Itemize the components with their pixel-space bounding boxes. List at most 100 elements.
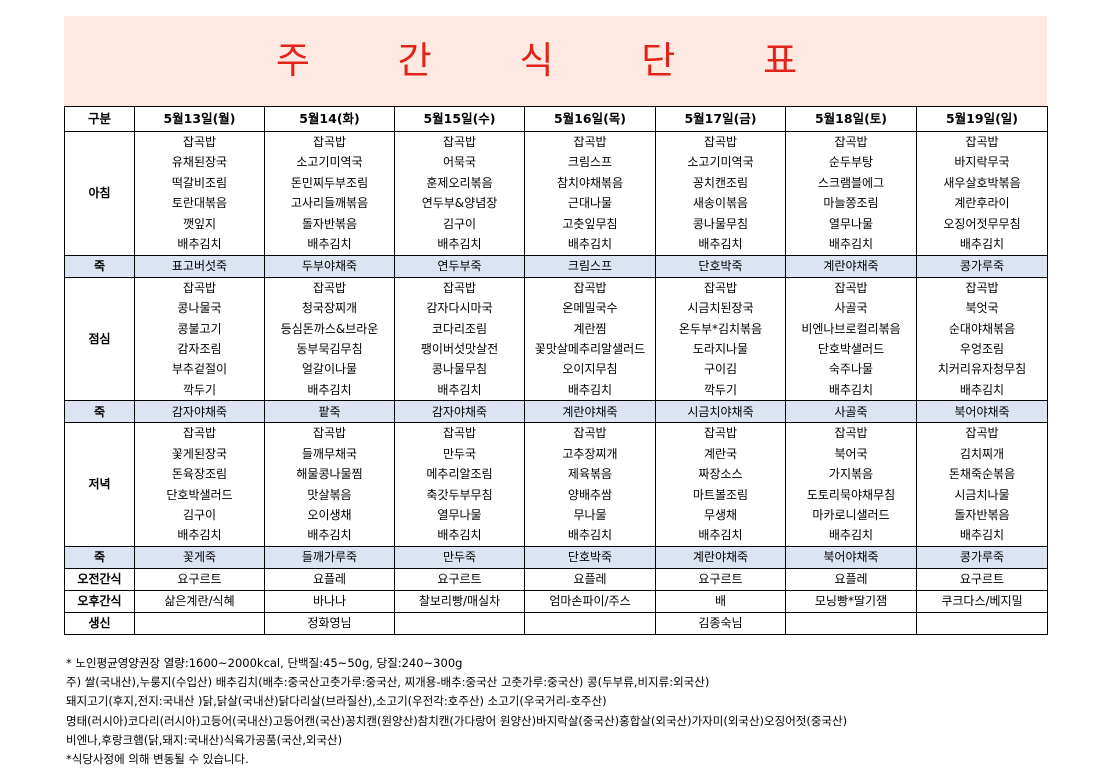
- menu-item: 소고기미역국: [687, 155, 754, 170]
- dinner-cell: 잡곡밥 북어국 가지볶음 도토리묵야채무침 마카로니샐러드 배추김치: [785, 422, 917, 547]
- menu-item: 맛살볶음: [307, 487, 352, 502]
- note-line: * 노인평균영양권장 열량:1600~2000kcal, 단백질:45~50g,…: [66, 656, 463, 670]
- note-line: 비엔나,후랑크햄(닭,돼지:국내산)식육가공품(국산,외국산): [66, 732, 343, 747]
- menu-item: 잡곡밥: [573, 426, 607, 441]
- porridge-cell: 콩가루죽: [916, 254, 1048, 278]
- pm-snack-cell: 삶은계란/식혜: [134, 589, 265, 613]
- pm-snack-label: 오후간식: [64, 589, 135, 613]
- menu-item: 배추김치: [828, 382, 874, 397]
- menu-item: 꽁치캔조림: [692, 175, 749, 190]
- menu-item: 오이지무침: [562, 362, 618, 377]
- menu-item: 구이김: [703, 362, 738, 377]
- menu-item: 참치야채볶음: [556, 175, 624, 190]
- menu-item: 가지볶음: [828, 467, 874, 482]
- lunch-cell: 잡곡밥 온메밀국수 계란찜 꽃맛살메추리알샐러드 오이지무침 배추김치: [524, 276, 656, 402]
- porridge-cell: 계란야채죽: [785, 254, 917, 278]
- am-snack-cell: 요구르트: [655, 567, 786, 591]
- menu-item: 온메밀국수: [562, 301, 618, 316]
- menu-item: 잡곡밥: [834, 135, 868, 149]
- title-banner: 주 간 식 단 표: [64, 16, 1047, 106]
- day-header: 5월18일(토): [785, 106, 917, 132]
- pm-snack-cell: 찰보리빵/매실차: [394, 589, 525, 613]
- menu-item: 축갓두부무침: [426, 487, 493, 502]
- menu-item: 돌자반볶음: [301, 216, 358, 231]
- porridge-cell: 북어야채죽: [785, 545, 917, 569]
- menu-item: 연두부&양념장: [421, 196, 498, 211]
- menu-item: 순대야채볶음: [948, 321, 1016, 336]
- menu-item: 시금치나물: [954, 487, 1010, 502]
- breakfast-cell: 잡곡밥 어묵국 훈제오리볶음 연두부&양념장 김구이 배추김치: [394, 131, 525, 256]
- day-header: 5월14(화): [264, 106, 395, 132]
- menu-item: 고사리들깨볶음: [290, 196, 369, 211]
- menu-item: 잡곡밥: [965, 426, 999, 441]
- dinner-cell: 잡곡밥 꽃게된장국 돈육장조림 단호박샐러드 김구이 배추김치: [134, 422, 265, 547]
- porridge-cell: 크림스프: [524, 254, 656, 278]
- porridge-label: 죽: [64, 400, 135, 424]
- menu-item: 짜장소스: [698, 467, 743, 482]
- menu-item: 오징어젓무무침: [943, 216, 1021, 231]
- menu-item: 배추김치: [959, 382, 1005, 397]
- lunch-row: 점심 잡곡밥 콩나물국 콩불고기 감자조림 부추겉절이 깍두기 잡곡밥 청국장찌개 등심돈까스&브…: [64, 276, 1048, 402]
- porridge-cell: 감자야채죽: [394, 400, 525, 424]
- breakfast-cell: 잡곡밥 순두부탕 스크램블에그 마늘쫑조림 열무나물 배추김치: [785, 131, 917, 256]
- menu-item: 배추김치: [698, 528, 743, 543]
- menu-item: 깻잎지: [182, 216, 217, 231]
- menu-item: 얼갈이나물: [301, 362, 358, 377]
- menu-item: 제육볶음: [567, 467, 613, 482]
- menu-item: 김구이: [442, 216, 477, 231]
- porridge-cell: 팥죽: [264, 400, 395, 424]
- lunch-cell: 잡곡밥 시금치된장국 온두부*김치볶음 도라지나물 구이김 깍두기: [655, 276, 786, 402]
- menu-item: 팽이버섯맛살전: [420, 341, 499, 356]
- dinner-label: 저녁: [64, 422, 135, 547]
- menu-item: 등심돈까스&브라운: [280, 321, 379, 336]
- menu-item: 잡곡밥: [834, 280, 868, 295]
- menu-item: 잡곡밥: [182, 135, 217, 149]
- corner-label: 구분: [64, 106, 135, 132]
- am-snack-row: 오전간식 요구르트 요플레 요구르트 요플레 요구르트 요플레 요구르트: [64, 567, 1048, 591]
- menu-item: 돈민찌두부조림: [290, 175, 369, 190]
- menu-item: 배추김치: [698, 237, 743, 252]
- menu-item: 단호박샐러드: [817, 341, 885, 356]
- menu-item: 스크램블에그: [817, 175, 885, 190]
- menu-item: 시금치된장국: [687, 301, 754, 316]
- menu-item: 숙주나물: [828, 362, 874, 377]
- porridge-cell: 들깨가루죽: [264, 545, 395, 569]
- menu-item: 코다리조림: [431, 321, 488, 336]
- menu-item: 우엉조림: [959, 341, 1005, 356]
- menu-item: 근대나물: [567, 196, 613, 211]
- menu-item: 온두부*김치볶음: [678, 321, 763, 336]
- menu-item: 마트볼조림: [692, 487, 749, 502]
- porridge-cell: 꽃게죽: [134, 545, 265, 569]
- menu-item: 배추김치: [437, 382, 482, 397]
- menu-item: 마카로니샐러드: [812, 508, 890, 522]
- menu-item: 배추김치: [959, 528, 1005, 543]
- menu-item: 새송이볶음: [692, 196, 749, 211]
- am-snack-label: 오전간식: [64, 567, 135, 591]
- lunch-cell: 잡곡밥 감자다시마국 코다리조림 팽이버섯맛살전 콩나물무침 배추김치: [394, 276, 525, 402]
- menu-item: 잡곡밥: [703, 426, 738, 441]
- menu-item: 무생채: [703, 508, 738, 522]
- menu-item: 크림스프: [567, 155, 613, 170]
- menu-item: 깍두기: [703, 382, 738, 397]
- porridge-cell: 계란야채죽: [524, 400, 656, 424]
- weekly-menu-table: 구분 5월13일(월) 5월14(화) 5월15일(수) 5월16일(목) 5월17일(…: [64, 106, 1048, 635]
- am-snack-cell: 요구르트: [916, 567, 1048, 591]
- menu-item: 메추리알조림: [426, 467, 493, 482]
- menu-item: 잡곡밥: [182, 426, 217, 441]
- menu-item: 꽃맛살메추리알샐러드: [534, 341, 646, 356]
- breakfast-cell: 잡곡밥 소고기미역국 돈민찌두부조림 고사리들깨볶음 돌자반볶음 배추김치: [264, 131, 395, 256]
- menu-item: 잡곡밥: [442, 280, 477, 295]
- menu-item: 마늘쫑조림: [823, 196, 879, 211]
- menu-item: 바지락무국: [954, 155, 1010, 170]
- menu-item: 북엇국: [965, 301, 999, 316]
- menu-item: 오이생채: [307, 508, 352, 522]
- porridge-cell: 감자야채죽: [134, 400, 265, 424]
- am-snack-cell: 요플레: [524, 567, 656, 591]
- menu-item: 잡곡밥: [312, 426, 347, 441]
- pm-snack-cell: 배: [655, 589, 786, 613]
- am-snack-cell: 요플레: [264, 567, 395, 591]
- menu-item: 돈육장조림: [171, 467, 228, 482]
- menu-item: 양배추쌈: [567, 487, 613, 502]
- note-line: 명태(러시아)코다리(러시아)고등어(국내산)고등어캔(국산)꽁치캔(원양산)참…: [66, 713, 848, 728]
- am-snack-cell: 요구르트: [134, 567, 265, 591]
